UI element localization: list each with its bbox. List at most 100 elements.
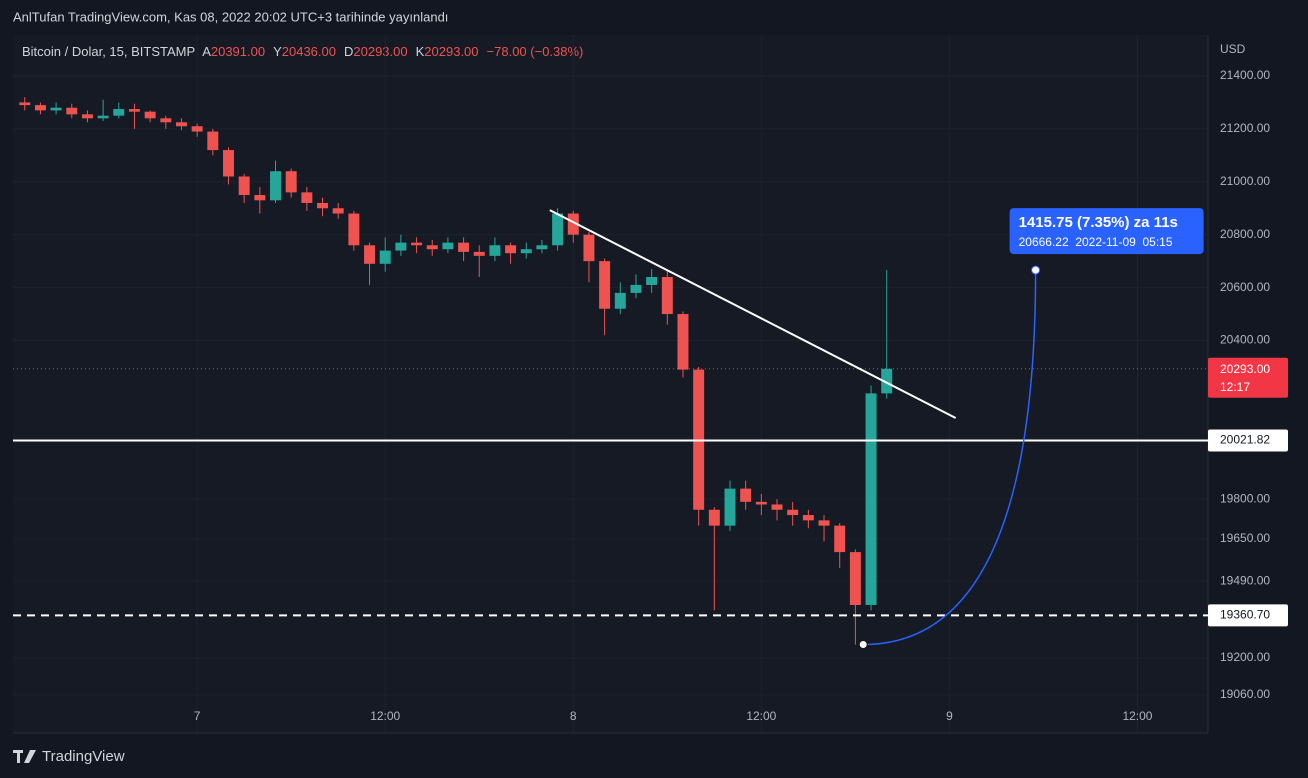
candle-body xyxy=(270,171,281,201)
candle-body xyxy=(614,292,626,309)
plot-area xyxy=(13,35,1208,733)
candle-body xyxy=(113,109,125,116)
symbol: Bitcoin / Dolar, 15, BITSTAMP xyxy=(22,44,194,59)
measure-detail: 20666.22 2022-11-09 05:15 xyxy=(1019,235,1173,249)
candle-body xyxy=(301,192,313,203)
candle-body xyxy=(207,131,219,151)
candle-body xyxy=(646,277,658,285)
candle-body xyxy=(348,213,360,246)
legend: Bitcoin / Dolar, 15, BITSTAMP A20391.00 Y2… xyxy=(22,44,583,59)
ohlc-value: 20436.00 xyxy=(282,44,336,59)
candle-body xyxy=(191,126,203,132)
y-tick-label: 20600.00 xyxy=(1220,280,1270,294)
candle-body xyxy=(834,525,846,553)
candle-body xyxy=(740,488,752,502)
ohlc-key: A xyxy=(202,44,211,59)
candle-body xyxy=(66,107,78,115)
y-tick-label: 21000.00 xyxy=(1220,174,1270,188)
x-tick-label: 8 xyxy=(570,709,577,723)
candle-body xyxy=(254,195,266,201)
candle-body xyxy=(317,202,329,209)
candle-body xyxy=(426,245,438,250)
candle-body xyxy=(144,111,156,119)
candle-body xyxy=(865,393,877,605)
candle-body xyxy=(708,509,720,526)
candle-body xyxy=(19,102,31,106)
candle-body xyxy=(442,242,454,250)
level-label: 19360.70 xyxy=(1220,608,1270,622)
candle-body xyxy=(661,277,673,315)
candle-body xyxy=(818,520,830,526)
logo xyxy=(13,750,36,763)
y-tick-label: 19650.00 xyxy=(1220,531,1270,545)
trend-line xyxy=(549,209,957,419)
measure-curve xyxy=(863,270,1037,646)
header-title: AnlTufan TradingView.com, Kas 08, 2022 2… xyxy=(13,9,448,24)
candle-body xyxy=(223,150,234,177)
y-tick-label: 19490.00 xyxy=(1220,573,1270,587)
ohlc-value: 20293.00 xyxy=(424,44,478,59)
candle-body xyxy=(505,245,517,254)
candle-body xyxy=(128,109,140,112)
x-tick-label: 9 xyxy=(946,709,953,723)
candle-body xyxy=(379,250,391,264)
candle-body xyxy=(724,488,736,526)
y-tick-label: 19800.00 xyxy=(1220,491,1270,505)
x-tick-label: 7 xyxy=(194,709,201,723)
candle-body xyxy=(536,245,548,250)
ohlc-key: Y xyxy=(273,44,282,59)
y-tick-label: 20400.00 xyxy=(1220,333,1270,347)
ohlc-key: D xyxy=(344,44,353,59)
candle-body xyxy=(677,314,689,370)
candle-body xyxy=(755,501,767,505)
candle-body xyxy=(160,118,172,123)
x-tick-label: 12:00 xyxy=(1122,709,1152,723)
candle-body xyxy=(458,242,470,252)
candle-body xyxy=(881,368,893,394)
y-tick-label: 19200.00 xyxy=(1220,650,1270,664)
measure-box xyxy=(1009,208,1204,255)
measure-point xyxy=(858,640,868,650)
last-price-tag xyxy=(1208,357,1288,398)
ohlc-value: 20293.00 xyxy=(353,44,407,59)
ohlc-key: K xyxy=(416,44,425,59)
candle-body xyxy=(81,114,93,119)
change: −78.00 (−0.38%) xyxy=(487,44,584,59)
ohlc-value: 20391.00 xyxy=(211,44,265,59)
candle-body xyxy=(489,245,501,256)
measure-point xyxy=(1031,265,1041,275)
candle-body xyxy=(849,552,861,605)
measure-label: 1415.75 (7.35%) za 11s xyxy=(1019,214,1178,231)
candle-body xyxy=(520,249,532,254)
level-tag xyxy=(1208,604,1288,627)
x-tick-label: 12:00 xyxy=(746,709,776,723)
candle-body xyxy=(567,213,579,235)
candle-body xyxy=(395,242,407,251)
level-tag xyxy=(1208,429,1288,452)
last-price-countdown: 12:17 xyxy=(1220,380,1250,394)
candle-body xyxy=(50,107,62,111)
last-price-label: 20293.00 xyxy=(1220,362,1270,376)
candle-body xyxy=(238,176,250,196)
candle-body xyxy=(175,122,187,127)
candle-body xyxy=(473,251,485,256)
candle-body xyxy=(787,509,799,516)
y-tick-label: 21400.00 xyxy=(1220,68,1270,82)
y-tick-label: 20800.00 xyxy=(1220,227,1270,241)
x-tick-label: 12:00 xyxy=(370,709,400,723)
candle-body xyxy=(630,284,642,293)
candle-body xyxy=(332,208,344,214)
candle-body xyxy=(411,242,423,246)
candle-body xyxy=(583,234,595,262)
candle-body xyxy=(97,115,109,119)
candle-body xyxy=(599,261,611,309)
candle-body xyxy=(552,213,564,246)
candle-body xyxy=(771,504,783,510)
currency: USD xyxy=(1220,42,1246,56)
level-label: 20021.82 xyxy=(1220,433,1270,447)
candle-body xyxy=(364,245,376,264)
candle-body xyxy=(802,515,814,521)
y-tick-label: 19060.00 xyxy=(1220,687,1270,701)
